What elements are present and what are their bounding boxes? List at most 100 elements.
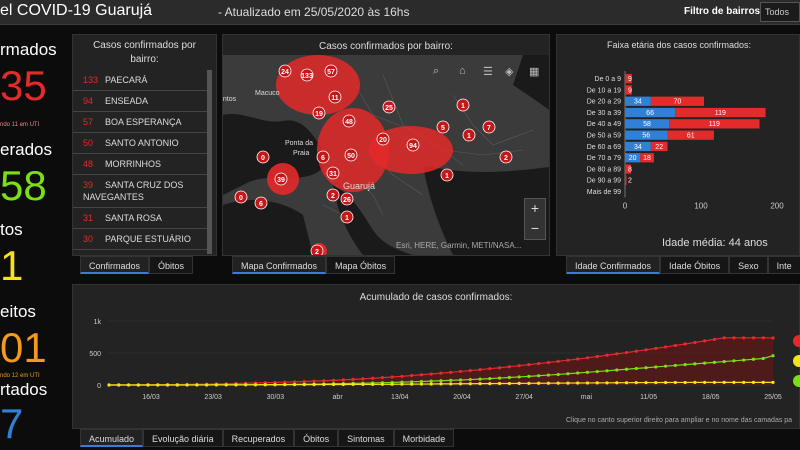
accum-point[interactable]	[165, 383, 170, 387]
tab-obitos-chart[interactable]: Óbitos	[294, 429, 339, 447]
accum-point[interactable]	[693, 362, 697, 366]
accum-point[interactable]	[722, 380, 726, 384]
accum-point[interactable]	[654, 380, 658, 385]
accum-point[interactable]	[449, 370, 453, 374]
accum-point[interactable]	[703, 361, 707, 365]
accum-point[interactable]	[683, 380, 687, 385]
accum-point[interactable]	[458, 378, 463, 382]
accum-point[interactable]	[205, 383, 209, 387]
accum-point[interactable]	[429, 379, 433, 383]
age-bar[interactable]	[625, 74, 632, 84]
accum-point[interactable]	[478, 377, 482, 381]
accum-point[interactable]	[634, 381, 638, 385]
accum-point[interactable]	[351, 382, 355, 387]
age-bar[interactable]	[625, 175, 627, 185]
age-bar[interactable]	[675, 107, 766, 118]
accum-point[interactable]	[380, 382, 385, 386]
age-bar[interactable]	[625, 130, 668, 140]
accum-point[interactable]	[742, 380, 746, 384]
legend-recovered-dot[interactable]	[793, 375, 800, 387]
map-bubble[interactable]	[342, 114, 356, 128]
age-bar[interactable]	[625, 107, 676, 118]
neighborhood-item[interactable]: 57 BOA ESPERANÇA	[73, 112, 211, 133]
accum-point[interactable]	[371, 382, 375, 386]
map-bubble[interactable]	[278, 64, 292, 78]
tab-mapa-confirmados[interactable]: Mapa Confirmados	[232, 256, 327, 274]
accum-point[interactable]	[429, 382, 433, 386]
map-bubble[interactable]	[382, 100, 396, 114]
accum-point[interactable]	[361, 382, 365, 386]
accum-point[interactable]	[419, 382, 424, 386]
accum-point[interactable]	[634, 349, 638, 353]
accum-point[interactable]	[390, 375, 394, 379]
accum-point[interactable]	[634, 366, 638, 371]
accum-point[interactable]	[497, 366, 502, 370]
accum-point[interactable]	[331, 382, 336, 387]
accum-point[interactable]	[517, 364, 521, 368]
accum-point[interactable]	[527, 374, 531, 378]
accum-point[interactable]	[566, 358, 570, 362]
accum-point[interactable]	[263, 383, 267, 387]
neighborhood-item[interactable]: 50 SANTO ANTONIO	[73, 133, 211, 154]
accum-point[interactable]	[283, 380, 287, 384]
accum-point[interactable]	[546, 360, 551, 365]
age-bar[interactable]	[625, 153, 641, 163]
map-bubble[interactable]	[316, 150, 330, 164]
accum-point[interactable]	[712, 337, 717, 341]
accum-point[interactable]	[468, 382, 472, 386]
accum-point[interactable]	[292, 380, 297, 384]
accum-point[interactable]	[107, 383, 111, 387]
age-bar[interactable]	[625, 141, 651, 152]
accum-point[interactable]	[624, 381, 629, 385]
accum-point[interactable]	[175, 383, 179, 387]
tab-obitos[interactable]: Óbitos	[149, 256, 194, 274]
accum-point[interactable]	[429, 372, 433, 376]
map-bubble[interactable]	[300, 68, 314, 82]
accum-point[interactable]	[693, 340, 697, 345]
accum-point[interactable]	[644, 366, 648, 370]
tab-confirmados[interactable]: Confirmados	[80, 256, 150, 274]
accum-point[interactable]	[361, 377, 365, 381]
tab-recuperados[interactable]: Recuperados	[222, 429, 295, 447]
tab-sexo[interactable]: Sexo	[729, 256, 768, 274]
tab-evolucao-diaria[interactable]: Evolução diária	[143, 429, 223, 447]
accum-point[interactable]	[761, 380, 765, 384]
accum-point[interactable]	[126, 383, 131, 387]
accum-point[interactable]	[400, 382, 404, 386]
accum-point[interactable]	[595, 381, 599, 385]
legend-deaths-dot[interactable]	[793, 355, 800, 367]
zoom-out-button[interactable]: −	[530, 220, 540, 236]
accum-point[interactable]	[576, 371, 580, 375]
accum-point[interactable]	[742, 358, 746, 362]
accum-point[interactable]	[624, 350, 629, 355]
accum-point[interactable]	[673, 363, 677, 368]
map-bubble[interactable]	[328, 90, 342, 104]
accum-point[interactable]	[302, 379, 306, 384]
search-icon[interactable]: ⌕	[433, 65, 440, 77]
age-bar[interactable]	[625, 119, 670, 129]
accum-point[interactable]	[419, 373, 424, 377]
accum-point[interactable]	[556, 359, 560, 363]
accum-point[interactable]	[605, 369, 609, 373]
age-bar[interactable]	[625, 164, 632, 174]
accum-point[interactable]	[410, 382, 414, 386]
accum-point[interactable]	[576, 381, 580, 385]
neighborhood-item[interactable]: 94 ENSEADA	[73, 91, 211, 112]
accum-point[interactable]	[751, 380, 756, 384]
map-bubble[interactable]	[310, 244, 324, 255]
accum-point[interactable]	[761, 356, 765, 361]
map-bubble[interactable]	[274, 172, 288, 186]
accum-point[interactable]	[517, 375, 521, 379]
map-bubble[interactable]	[406, 138, 420, 152]
age-bar[interactable]	[669, 119, 760, 129]
accum-point[interactable]	[497, 376, 502, 380]
age-bar[interactable]	[625, 96, 651, 106]
map-bubble[interactable]	[440, 168, 454, 182]
map-bubble[interactable]	[326, 188, 340, 202]
accum-point[interactable]	[663, 364, 668, 368]
accum-point[interactable]	[537, 361, 541, 366]
accum-point[interactable]	[605, 381, 609, 385]
accum-point[interactable]	[478, 368, 482, 372]
